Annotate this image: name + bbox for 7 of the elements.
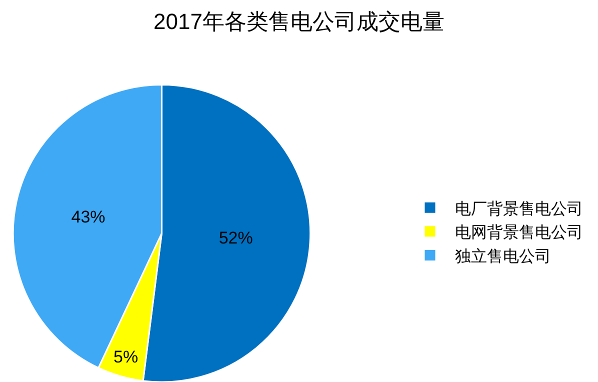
data-label: 43% (71, 207, 106, 226)
legend-label: 电厂背景售电公司 (455, 200, 583, 218)
chart-title: 2017年各类售电公司成交电量 (154, 8, 444, 34)
legend-label: 电网背景售电公司 (455, 224, 583, 242)
data-label: 52% (218, 228, 253, 248)
legend-label: 独立售电公司 (455, 247, 551, 266)
data-label: 5% (114, 347, 138, 366)
